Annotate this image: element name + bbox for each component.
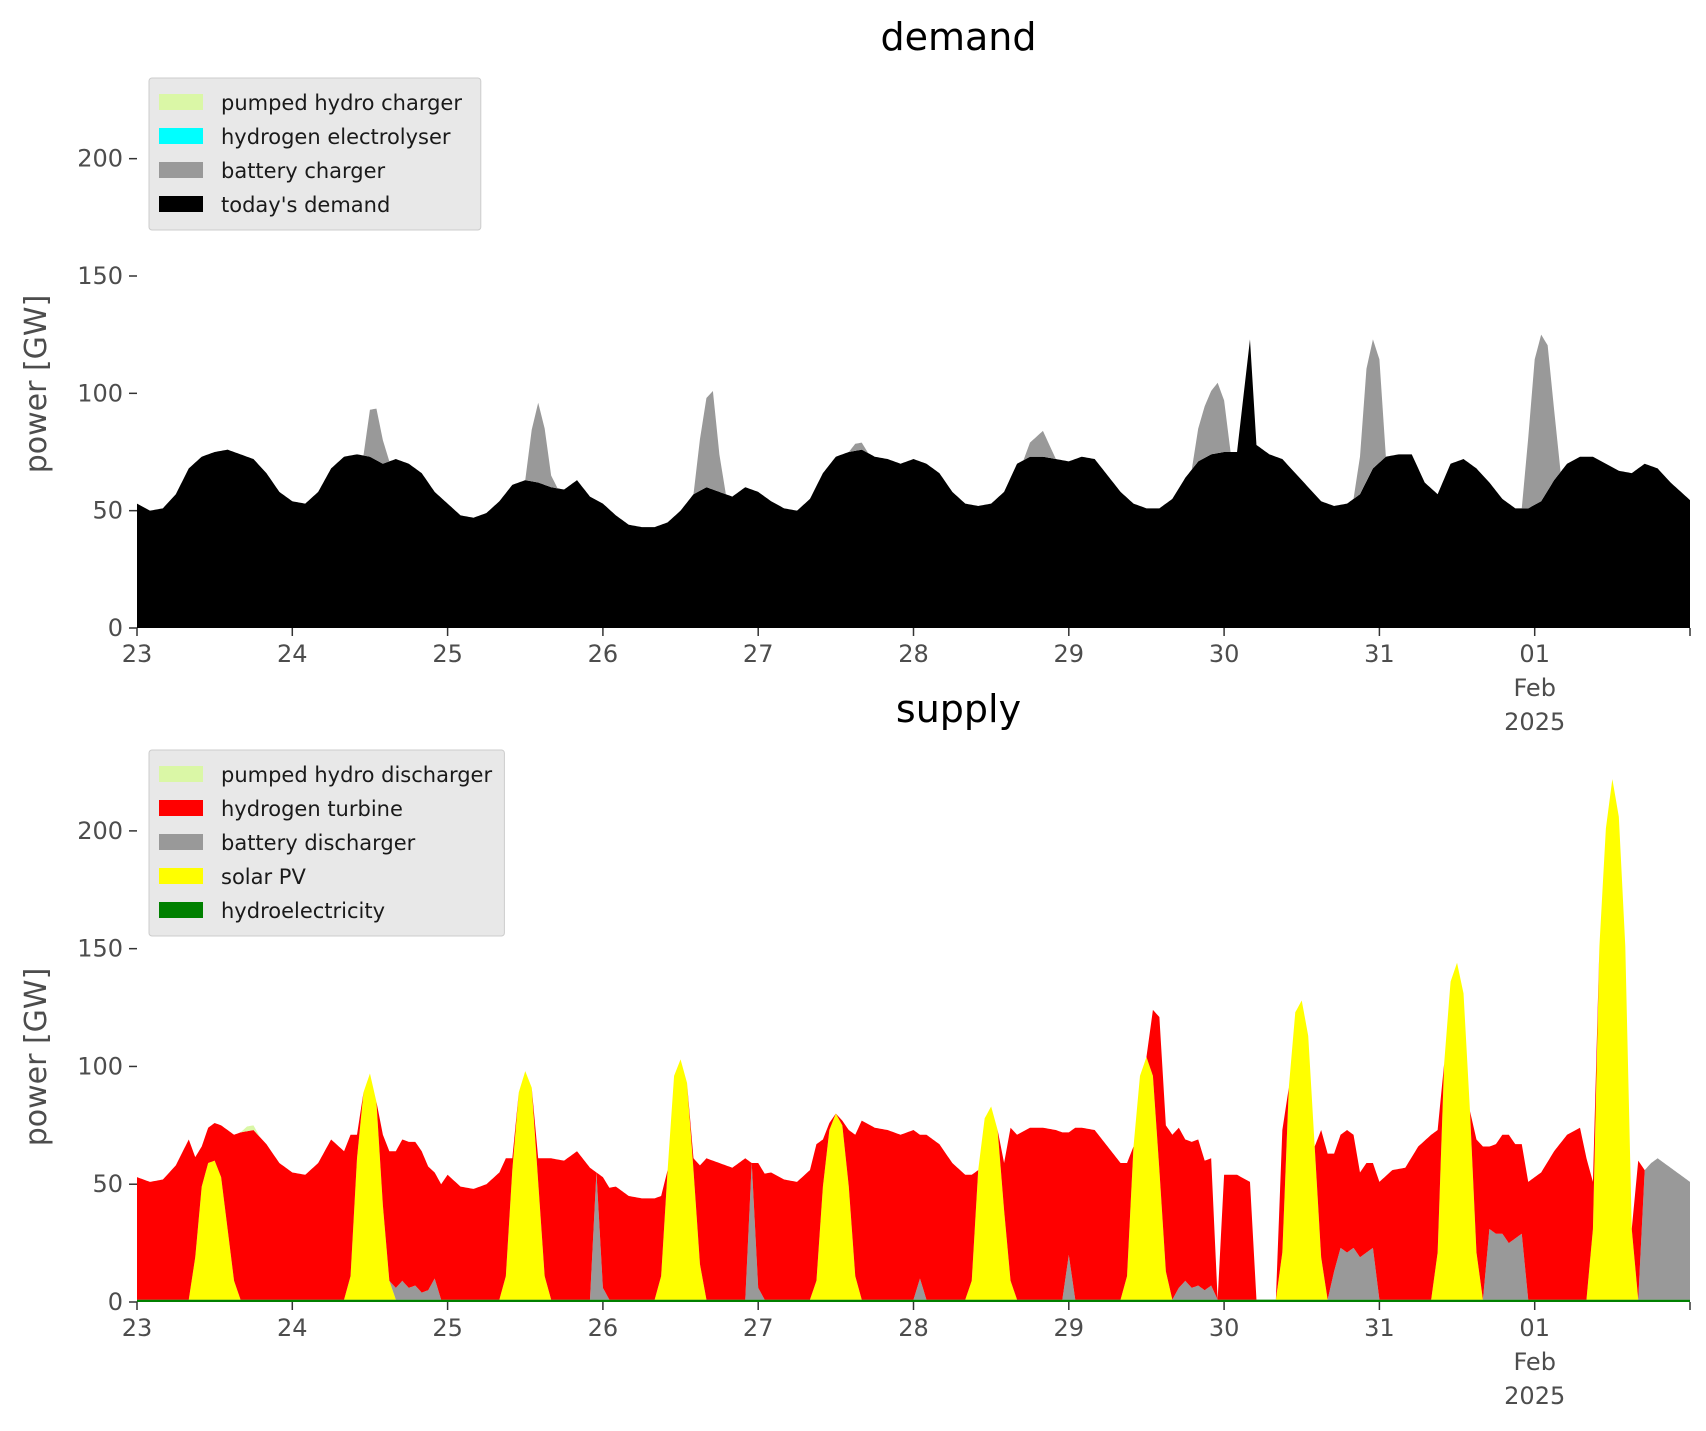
x-tick-label: 2025 [1504,708,1565,736]
legend-swatch [159,868,203,884]
legend-label: battery discharger [221,831,416,855]
x-tick-label: 01 [1519,640,1550,668]
legend-swatch [159,128,203,144]
x-tick-label: 2025 [1504,1382,1565,1410]
x-tick-label: 26 [588,1314,619,1342]
y-tick-label: 150 [77,262,123,290]
y-tick-label: 150 [77,935,123,963]
x-tick-label: 29 [1054,640,1085,668]
legend-label: pumped hydro charger [221,91,462,115]
x-tick-label: 31 [1364,1314,1395,1342]
legend: pumped hydro discharger hydrogen turbine b… [148,749,505,937]
y-tick-label: 100 [77,1052,123,1080]
legend-box [148,77,482,231]
area-series-solar-pv [137,779,1690,1300]
x-tick-label: 24 [277,640,308,668]
x-tick-label: 01 [1519,1314,1550,1342]
x-tick-label: Feb [1513,1348,1556,1376]
x-tick-label: Feb [1513,674,1556,702]
legend-label: hydroelectricity [221,899,385,923]
x-tick-label: 24 [277,1314,308,1342]
area-series-hydroelectricity [137,1299,1690,1302]
chart-title: supply [896,687,1021,731]
y-axis-label: power [GW] [19,968,54,1147]
x-tick-label: 25 [432,640,463,668]
chart-title: demand [880,15,1036,59]
y-tick-label: 100 [77,379,123,407]
area-series-hydrogen-turbine [137,779,1690,1300]
legend-label: today's demand [221,193,390,217]
x-tick-label: 25 [432,1314,463,1342]
legend-swatch [159,902,203,918]
area-series-today-s-demand [137,339,1690,628]
legend-box [148,749,505,937]
legend-label: battery charger [221,159,386,183]
legend-swatch [159,766,203,782]
y-tick-label: 50 [92,497,123,525]
x-tick-label: 23 [122,1314,153,1342]
x-tick-label: 31 [1364,640,1395,668]
legend-label: hydrogen electrolyser [221,125,451,149]
y-tick-label: 0 [108,614,123,642]
legend-label: solar PV [221,865,306,889]
x-tick-label: 28 [898,1314,929,1342]
x-tick-label: 23 [122,640,153,668]
x-tick-label: 30 [1209,1314,1240,1342]
area-series-battery-charger [137,334,1690,528]
legend-swatch [159,834,203,850]
y-axis-label: power [GW] [19,295,54,474]
y-tick-label: 0 [108,1288,123,1316]
legend-swatch [159,196,203,212]
legend-label: hydrogen turbine [221,797,403,821]
y-tick-label: 200 [77,145,123,173]
x-tick-label: 26 [588,640,619,668]
chart-panel-supply: supply 0 50 100 150 200 23 24 25 26 27 28 29 30 31 01 Fe… [19,687,1691,1410]
x-tick-label: 27 [743,1314,774,1342]
chart-panel-demand: demand 0 50 100 150 200 23 24 25 26 27 28 29 30 31 01 Fe… [19,15,1691,736]
legend: pumped hydro charger hydrogen electrolyse… [148,77,482,231]
legend-swatch [159,162,203,178]
legend-swatch [159,94,203,110]
legend-label: pumped hydro discharger [221,763,492,787]
x-tick-label: 28 [898,640,929,668]
y-tick-label: 50 [92,1170,123,1198]
x-tick-label: 29 [1054,1314,1085,1342]
x-tick-label: 27 [743,640,774,668]
y-tick-label: 200 [77,817,123,845]
legend-swatch [159,800,203,816]
x-tick-label: 30 [1209,640,1240,668]
